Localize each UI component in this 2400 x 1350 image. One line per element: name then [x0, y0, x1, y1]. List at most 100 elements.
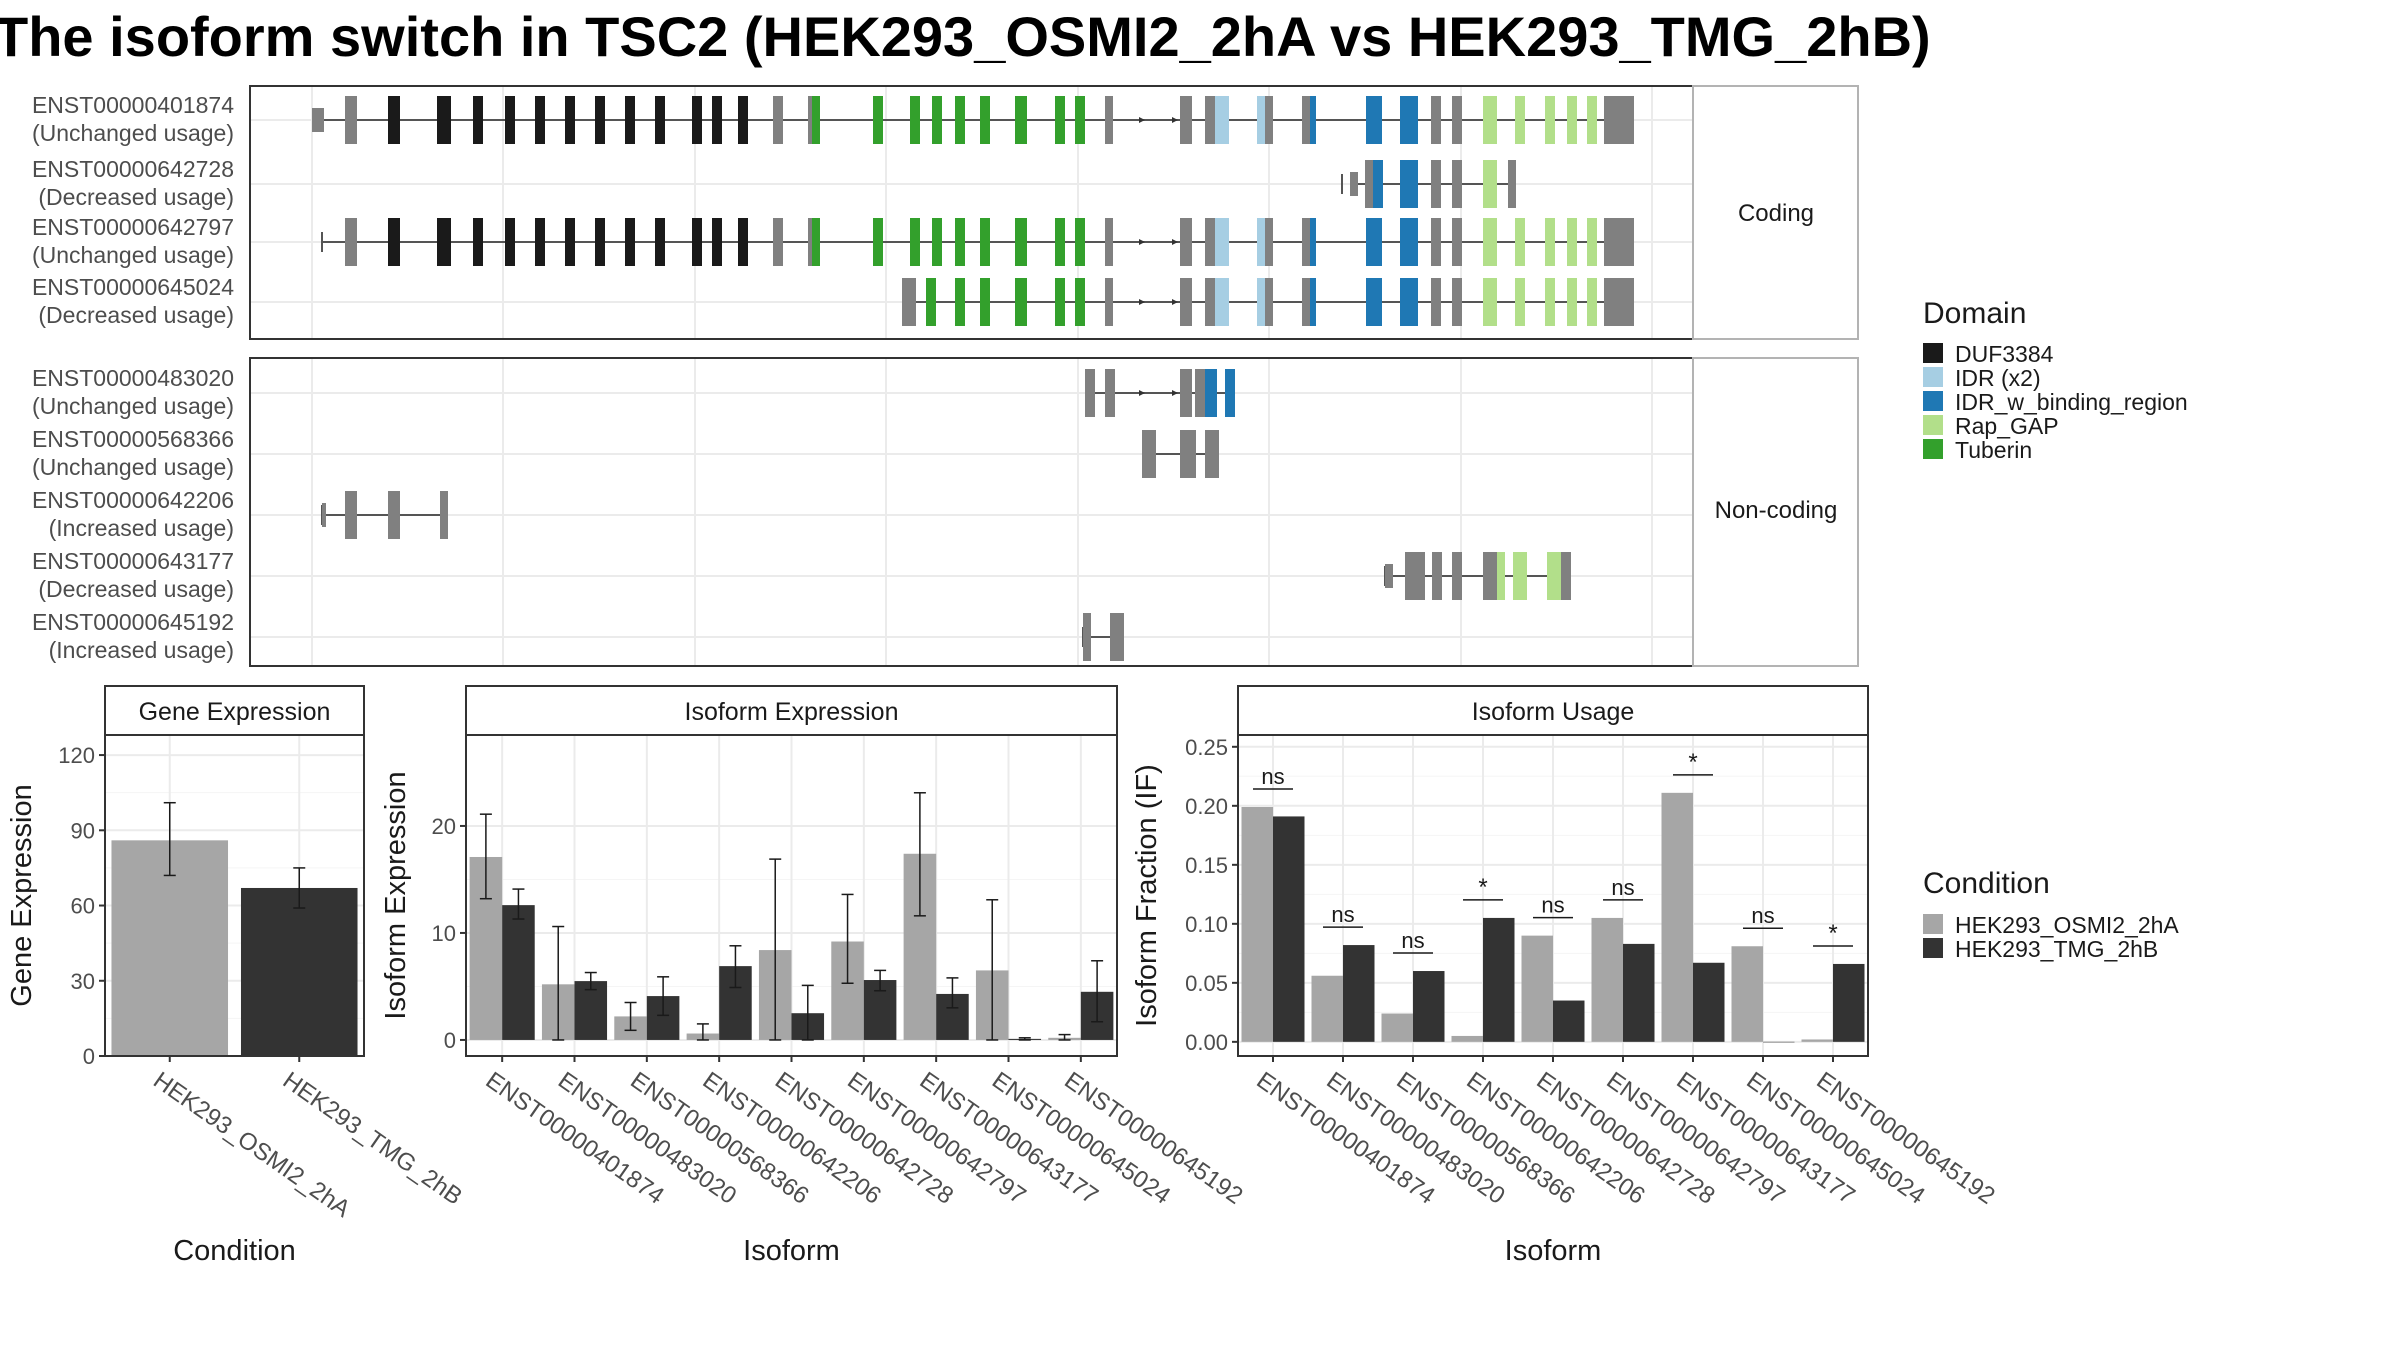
- exon-block: [692, 96, 702, 144]
- transcript-usage-label: (Unchanged usage): [32, 242, 234, 268]
- exon-block: [1587, 218, 1597, 266]
- significance-label: ns: [1401, 928, 1424, 953]
- exon-block: [565, 96, 575, 144]
- exon-block: [535, 96, 545, 144]
- exon-block: [1545, 96, 1555, 144]
- bar-HEK293_TMG_2hB: [1763, 1041, 1795, 1043]
- bar-HEK293_OSMI2_2hA: [1451, 1035, 1483, 1042]
- exon-block: [692, 218, 702, 266]
- exon-block: [655, 218, 665, 266]
- exon-block: [535, 218, 545, 266]
- significance-label: ns: [1261, 764, 1284, 789]
- exon-block: [388, 96, 400, 144]
- legend-condition-swatch: [1923, 914, 1943, 934]
- exon-block: [1085, 369, 1095, 417]
- legend-domain-label: IDR (x2): [1955, 365, 2041, 391]
- strand-arrow: [1139, 390, 1145, 396]
- exon-block: [1604, 218, 1634, 266]
- strand-arrow: [1139, 299, 1145, 305]
- transcript-label: ENST00000483020: [32, 365, 234, 391]
- y-tick-label: 0.25: [1185, 735, 1228, 760]
- exon-block: [345, 491, 357, 539]
- transcript-label: ENST00000645024: [32, 274, 234, 300]
- exon-block: [1513, 552, 1527, 600]
- exon-block: [902, 278, 916, 326]
- gene-expression-title: Gene Expression: [139, 698, 331, 726]
- legend-domain-swatch: [1923, 439, 1943, 459]
- legend-condition-label: HEK293_OSMI2_2hA: [1955, 912, 2179, 938]
- strand-arrow: [1139, 117, 1145, 123]
- transcript-usage-label: (Decreased usage): [38, 184, 234, 210]
- bar-HEK293_OSMI2_2hA: [1381, 1013, 1413, 1042]
- exon-block: [1366, 96, 1382, 144]
- gene-expression-x-title: Condition: [173, 1235, 296, 1267]
- exon-block: [437, 218, 451, 266]
- exon-block: [1587, 278, 1597, 326]
- exon-block: [926, 278, 936, 326]
- legend-domain-swatch: [1923, 367, 1943, 387]
- exon-block: [1205, 278, 1215, 326]
- exon-block: [773, 96, 783, 144]
- strand-arrow: [1139, 239, 1145, 245]
- y-tick-label: 60: [71, 894, 95, 919]
- isoform-usage-y-title: Isoform Fraction (IF): [1131, 764, 1163, 1027]
- exon-block: [873, 96, 883, 144]
- exon-block: [1452, 552, 1462, 600]
- exon-block: [932, 96, 942, 144]
- exon-block: [1483, 552, 1497, 600]
- exon-block: [1515, 278, 1525, 326]
- bar-HEK293_OSMI2_2hA: [1241, 806, 1273, 1042]
- legend-domain-swatch: [1923, 391, 1943, 411]
- exon-block: [1225, 369, 1235, 417]
- exon-block: [473, 218, 483, 266]
- exon-block: [1400, 160, 1418, 208]
- isoform-expression-x-title: Isoform: [743, 1235, 840, 1267]
- exon-block: [1508, 160, 1516, 208]
- exon-block: [712, 218, 722, 266]
- exon-block: [1604, 278, 1634, 326]
- transcript-label: ENST00000643177: [32, 548, 234, 574]
- exon-block: [565, 218, 575, 266]
- exon-block: [1483, 160, 1497, 208]
- isoform-expression-strip: [465, 685, 1118, 736]
- bar-HEK293_TMG_2hB: [1273, 816, 1305, 1042]
- isoform-expression-title: Isoform Expression: [685, 698, 899, 726]
- exon-block: [812, 218, 820, 266]
- exon-block: [437, 96, 451, 144]
- exon-block: [738, 96, 748, 144]
- isoform-usage-strip: [1237, 685, 1869, 736]
- exon-block: [1310, 96, 1316, 144]
- exon-block: [980, 96, 990, 144]
- exon-block: [1105, 96, 1113, 144]
- bar-HEK293_TMG_2hB: [1553, 1000, 1585, 1042]
- y-tick-label: 0.10: [1185, 912, 1228, 937]
- exon-block: [1110, 613, 1124, 661]
- transcript-usage-label: (Unchanged usage): [32, 120, 234, 146]
- bar-HEK293_OSMI2_2hA: [1661, 792, 1693, 1042]
- exon-block: [955, 96, 965, 144]
- legend-domain-label: Rap_GAP: [1955, 413, 2059, 439]
- legend-condition-label: HEK293_TMG_2hB: [1955, 936, 2158, 962]
- significance-label: *: [1478, 874, 1487, 901]
- exon-block: [910, 218, 920, 266]
- exon-block: [1105, 278, 1113, 326]
- exon-block: [1205, 430, 1219, 478]
- bar-HEK293_TMG_2hB: [1483, 917, 1515, 1042]
- y-tick-label: 0.15: [1185, 853, 1228, 878]
- exon-block: [1567, 278, 1577, 326]
- exon-block: [1431, 96, 1441, 144]
- exon-block: [1431, 160, 1441, 208]
- exon-block: [1142, 430, 1156, 478]
- exon-block: [1257, 218, 1267, 266]
- exon-block: [1366, 218, 1382, 266]
- exon-block: [1180, 96, 1192, 144]
- significance-label: ns: [1541, 893, 1564, 918]
- exon-block: [1180, 369, 1192, 417]
- exon-block: [1195, 369, 1205, 417]
- gene-expression-y-title: Gene Expression: [6, 784, 38, 1006]
- exon-block: [738, 218, 748, 266]
- strip-label-coding: Coding: [1738, 200, 1814, 227]
- legend-domain-title: Domain: [1923, 297, 2026, 330]
- exon-block: [1310, 218, 1316, 266]
